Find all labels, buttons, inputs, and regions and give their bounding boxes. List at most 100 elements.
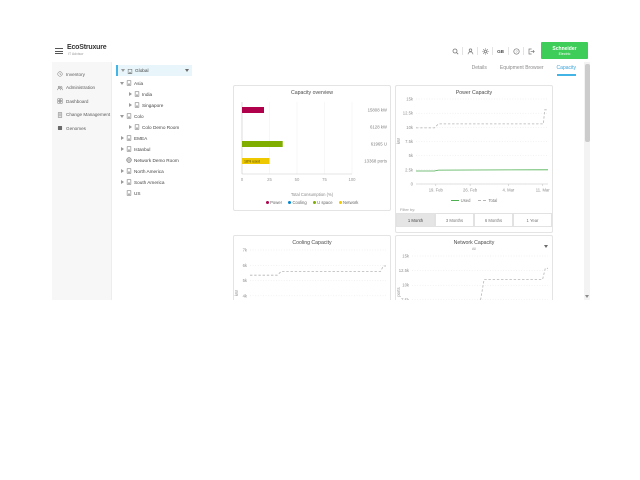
hamburger-menu-icon[interactable] bbox=[55, 48, 63, 54]
dropdown-caret-icon[interactable] bbox=[185, 69, 189, 72]
tree-item-us[interactable]: US bbox=[120, 188, 141, 198]
chevron-down-icon[interactable] bbox=[120, 114, 124, 118]
capacity-overview-chart: 0 25 50 75 100 15808 kW 6128 kW 61965 U 13368 po… bbox=[241, 102, 388, 182]
scrollbar-down-arrow[interactable] bbox=[585, 295, 589, 298]
legend-label: U space bbox=[317, 200, 333, 205]
tree-item-label: Istanbul bbox=[134, 146, 151, 152]
location-tree: Global Asia India Singapore Colo Colo Demo R… bbox=[112, 62, 232, 300]
sidebar-item-dashboard[interactable]: Dashboard bbox=[52, 95, 111, 107]
help-icon[interactable]: ? bbox=[512, 47, 520, 55]
tab-details[interactable]: Details bbox=[471, 65, 487, 71]
svg-text:61965 U: 61965 U bbox=[371, 142, 387, 147]
legend-label: Total bbox=[488, 198, 498, 203]
chevron-right-icon[interactable] bbox=[120, 180, 124, 184]
filter-button-1-month[interactable]: 1 Month bbox=[396, 213, 435, 227]
svg-text:12.5k: 12.5k bbox=[399, 268, 410, 273]
chevron-right-icon[interactable] bbox=[128, 92, 132, 96]
chevron-right-icon[interactable] bbox=[120, 169, 124, 173]
tree-item-label: India bbox=[142, 91, 153, 97]
tree-item-emea[interactable]: EMEA bbox=[120, 133, 147, 143]
gear-icon[interactable] bbox=[481, 47, 489, 55]
chevron-spacer bbox=[120, 158, 124, 162]
sidebar-item-genomes[interactable]: Genomes bbox=[52, 122, 111, 134]
building-icon bbox=[126, 179, 132, 185]
sidebar: Inventory Administration Dashboard Change M… bbox=[52, 62, 112, 300]
legend-line-sample bbox=[450, 200, 459, 201]
svg-text:4. Mar: 4. Mar bbox=[502, 188, 514, 193]
building-icon bbox=[127, 68, 133, 74]
svg-text:26. Feb: 26. Feb bbox=[463, 188, 478, 193]
filter-button-6-months[interactable]: 6 Months bbox=[474, 213, 513, 227]
card-dropdown-caret-icon[interactable] bbox=[544, 245, 548, 248]
chevron-down-icon[interactable] bbox=[120, 81, 124, 85]
tab-capacity[interactable]: Capacity bbox=[556, 65, 576, 76]
language-selector[interactable]: GB bbox=[497, 48, 504, 54]
tree-item-south-america[interactable]: South America bbox=[120, 177, 165, 187]
tree-item-colo[interactable]: Colo bbox=[120, 111, 144, 121]
svg-text:18% used: 18% used bbox=[244, 160, 260, 164]
tree-item-asia[interactable]: Asia bbox=[120, 78, 143, 88]
chevron-right-icon[interactable] bbox=[120, 147, 124, 151]
scrollbar-thumb[interactable] bbox=[584, 64, 590, 142]
legend-item-cooling: Cooling bbox=[287, 200, 307, 205]
tree-item-north-america[interactable]: North America bbox=[120, 166, 164, 176]
divider bbox=[492, 47, 494, 55]
svg-text:10k: 10k bbox=[402, 283, 410, 288]
brand-line1: Schneider bbox=[552, 45, 577, 52]
sidebar-item-administration[interactable]: Administration bbox=[52, 82, 111, 94]
svg-text:7.5k: 7.5k bbox=[405, 139, 414, 144]
tree-item-label: Colo Demo Room bbox=[142, 124, 180, 130]
tab-equipment-browser[interactable]: Equipment Browser bbox=[499, 65, 544, 71]
power-capacity-legend: Used Total bbox=[396, 198, 552, 203]
building-icon bbox=[134, 102, 140, 108]
tree-root-global[interactable]: Global bbox=[116, 65, 192, 76]
chevron-right-icon[interactable] bbox=[128, 103, 132, 107]
user-icon[interactable] bbox=[466, 47, 474, 55]
legend-label: Used bbox=[460, 198, 471, 203]
tree-item-colo-demo-room[interactable]: Colo Demo Room bbox=[128, 122, 179, 132]
svg-text:?: ? bbox=[515, 49, 517, 53]
tree-item-label: US bbox=[134, 190, 141, 196]
tree-item-label: South America bbox=[134, 179, 165, 185]
network-capacity-card: Network Capacity All 0 2.5k 5k 7.5k 10k 12.5k… bbox=[395, 235, 553, 300]
capacity-overview-title: Capacity overview bbox=[290, 90, 334, 96]
clock-icon bbox=[57, 71, 63, 77]
svg-text:15k: 15k bbox=[406, 97, 414, 102]
svg-text:10k: 10k bbox=[406, 125, 414, 130]
filter-button-1-year[interactable]: 1 Year bbox=[513, 213, 552, 227]
dashboard-icon bbox=[57, 98, 63, 104]
logout-icon[interactable] bbox=[527, 47, 535, 55]
sidebar-item-change-management[interactable]: Change Management bbox=[52, 109, 111, 121]
top-bar: EcoStruxure IT Advisor GB ? Schneider El… bbox=[52, 40, 588, 63]
sidebar-item-inventory[interactable]: Inventory bbox=[52, 68, 111, 80]
building-icon bbox=[126, 135, 132, 141]
building-icon bbox=[134, 91, 140, 97]
tree-item-india[interactable]: India bbox=[128, 89, 152, 99]
search-icon[interactable] bbox=[451, 47, 459, 55]
app-logo: EcoStruxure bbox=[67, 44, 107, 51]
document-icon bbox=[57, 111, 63, 118]
sidebar-item-label: Administration bbox=[66, 85, 96, 90]
svg-text:2.5k: 2.5k bbox=[405, 167, 414, 172]
filter-button-3-months[interactable]: 3 Months bbox=[435, 213, 474, 227]
legend-item-total: Total bbox=[478, 198, 497, 203]
legend-dot bbox=[287, 201, 291, 204]
tree-item-network-demo-room[interactable]: Network Demo Room bbox=[120, 155, 179, 165]
sidebar-item-label: Change Management bbox=[66, 112, 111, 117]
svg-text:7k: 7k bbox=[243, 248, 248, 253]
tree-item-istanbul[interactable]: Istanbul bbox=[120, 144, 150, 154]
building-icon bbox=[126, 168, 132, 174]
chevron-right-icon[interactable] bbox=[128, 125, 132, 129]
sidebar-item-label: Dashboard bbox=[66, 98, 89, 104]
legend-label: Power bbox=[270, 200, 282, 205]
sidebar-item-label: Genomes bbox=[66, 125, 86, 131]
building-icon bbox=[134, 124, 140, 130]
chevron-down-icon[interactable] bbox=[121, 69, 125, 73]
vertical-scrollbar[interactable] bbox=[584, 62, 590, 300]
tree-item-singapore[interactable]: Singapore bbox=[128, 100, 163, 110]
svg-text:6k: 6k bbox=[243, 263, 248, 268]
chevron-right-icon[interactable] bbox=[120, 136, 124, 140]
schneider-electric-logo[interactable]: Schneider Electric bbox=[541, 42, 588, 59]
svg-text:5k: 5k bbox=[409, 153, 414, 158]
time-filter-group: 1 Month 3 Months 6 Months 1 Year bbox=[396, 213, 552, 227]
